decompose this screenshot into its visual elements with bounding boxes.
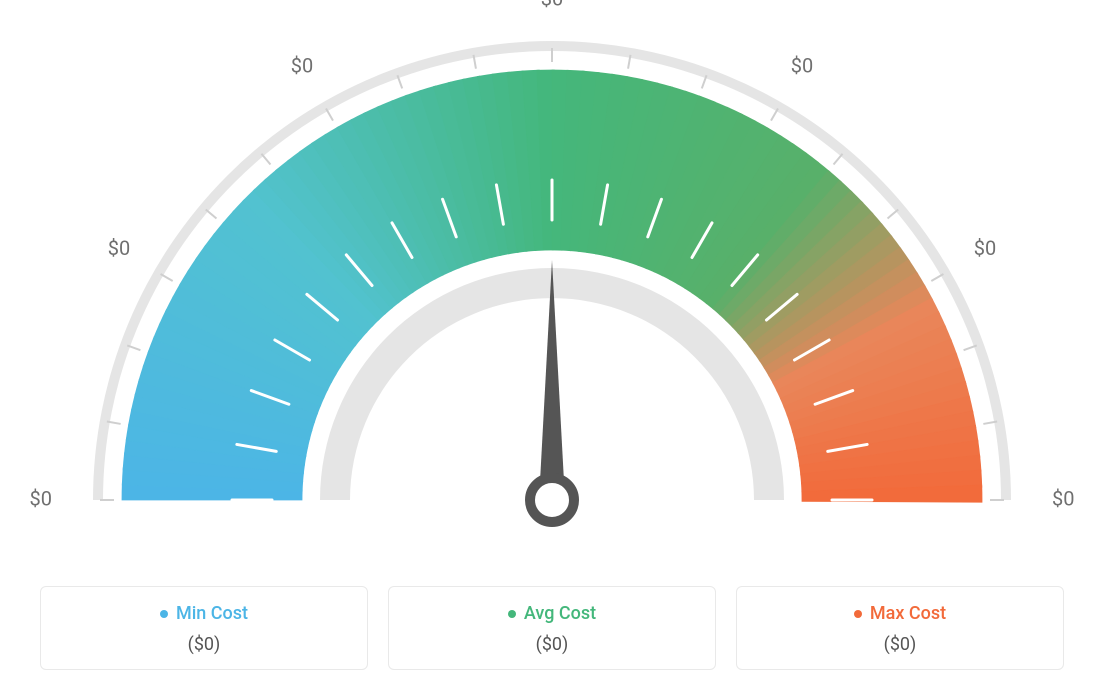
gauge-tick-label: $0 [791, 53, 813, 77]
legend-value-min: ($0) [49, 634, 359, 655]
gauge-tick-label: $0 [108, 236, 130, 260]
legend-label-avg: Avg Cost [524, 603, 596, 624]
legend-dot-avg [508, 610, 516, 618]
legend-title-min: Min Cost [160, 603, 248, 624]
legend-title-max: Max Cost [854, 603, 946, 624]
legend-value-max: ($0) [745, 634, 1055, 655]
gauge-tick-label: $0 [30, 486, 52, 510]
legend-label-max: Max Cost [870, 603, 946, 624]
gauge-container: $0 $0 $0 $0 $0 $0 $0 [0, 0, 1104, 560]
legend-card-avg: Avg Cost ($0) [388, 586, 716, 671]
legend-dot-min [160, 610, 168, 618]
legend-row: Min Cost ($0) Avg Cost ($0) Max Cost ($0… [40, 586, 1064, 671]
legend-dot-max [854, 610, 862, 618]
gauge-tick-label: $0 [974, 236, 996, 260]
legend-card-min: Min Cost ($0) [40, 586, 368, 671]
gauge-tick-label: $0 [291, 53, 313, 77]
gauge-tick-label: $0 [541, 0, 563, 10]
legend-label-min: Min Cost [176, 603, 248, 624]
legend-value-avg: ($0) [397, 634, 707, 655]
legend-title-avg: Avg Cost [508, 603, 596, 624]
legend-card-max: Max Cost ($0) [736, 586, 1064, 671]
gauge-chart: $0 $0 $0 $0 $0 $0 $0 [0, 0, 1104, 560]
gauge-tick-label: $0 [1052, 486, 1074, 510]
